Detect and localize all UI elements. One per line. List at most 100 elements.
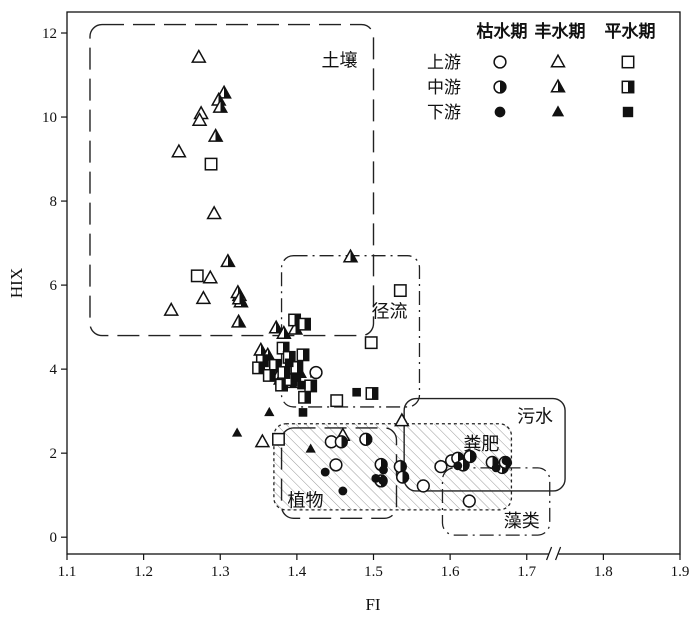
legend-marker-triangle — [551, 105, 565, 117]
region-label: 植物 — [288, 490, 324, 510]
data-point-circle — [378, 476, 388, 485]
data-point-square — [365, 387, 379, 400]
y-tick-label: 4 — [50, 362, 58, 378]
legend-marker-circle — [494, 106, 506, 118]
axis-break-mark — [546, 546, 553, 561]
legend-column-header: 平水期 — [605, 21, 656, 41]
legend-row-label: 上游 — [427, 53, 461, 72]
data-point-square — [296, 348, 310, 362]
region-label: 粪肥 — [463, 434, 499, 454]
data-point-square — [262, 368, 276, 382]
data-point-triangle — [163, 301, 179, 316]
legend-marker-square — [621, 55, 635, 69]
data-point-triangle — [342, 248, 359, 263]
data-point-square — [298, 408, 308, 417]
data-point-circle — [462, 494, 476, 508]
data-point-circle — [395, 470, 410, 484]
y-tick-label: 0 — [50, 530, 58, 546]
data-point-square — [297, 380, 306, 390]
region-label: 污水 — [517, 407, 553, 427]
legend-marker-triangle — [550, 78, 566, 93]
data-point-circle — [434, 459, 448, 474]
data-points — [163, 48, 512, 508]
data-point-triangle — [216, 84, 232, 99]
data-point-circle — [334, 435, 348, 449]
data-point-circle — [463, 449, 477, 464]
data-point-triangle — [212, 98, 229, 113]
legend-row-label: 中游 — [427, 78, 461, 97]
data-point-square — [352, 387, 361, 397]
data-point-triangle — [195, 290, 212, 305]
data-point-circle — [320, 467, 330, 477]
data-point-square — [364, 336, 378, 350]
region-5-boundary — [280, 427, 398, 519]
y-tick-label: 6 — [50, 278, 58, 294]
region-3-boundary — [403, 397, 566, 492]
data-point-triangle — [305, 443, 316, 453]
axis-break-mark — [555, 546, 562, 561]
data-point-triangle — [230, 313, 247, 328]
data-point-triangle — [202, 269, 219, 284]
y-tick-label: 12 — [42, 26, 57, 42]
data-point-circle — [359, 432, 373, 446]
y-tick-label: 10 — [42, 110, 57, 126]
data-point-square — [393, 284, 407, 298]
data-point-triangle — [394, 412, 410, 427]
data-point-triangle — [220, 253, 236, 268]
legend-marker-square — [621, 80, 635, 94]
data-point-square — [298, 390, 311, 404]
x-tick-label: 1.6 — [441, 564, 460, 580]
data-point-square — [204, 157, 218, 171]
data-point-circle — [501, 456, 511, 466]
data-point-square — [298, 317, 311, 331]
x-tick-label: 1.8 — [594, 564, 613, 580]
x-tick-label: 1.3 — [211, 564, 230, 580]
y-tick-label: 8 — [50, 194, 58, 210]
data-point-triangle — [268, 319, 284, 334]
x-tick-label: 1.7 — [517, 564, 536, 580]
region-label: 径流 — [371, 302, 407, 322]
legend-marker-square — [622, 106, 634, 118]
data-point-circle — [338, 486, 348, 496]
region-1-boundary — [89, 23, 375, 337]
legend-marker-triangle — [550, 53, 566, 68]
data-point-triangle — [191, 48, 207, 63]
data-point-triangle — [171, 143, 187, 158]
x-tick-label: 1.9 — [671, 564, 690, 580]
region-label: 土壤 — [322, 51, 358, 71]
x-tick-label: 1.4 — [288, 564, 307, 580]
data-point-triangle — [207, 127, 224, 142]
data-point-circle — [416, 479, 430, 493]
data-point-circle — [453, 461, 463, 471]
legend-row-label: 下游 — [427, 103, 461, 122]
data-point-square — [330, 394, 344, 408]
data-point-triangle — [264, 406, 275, 417]
data-point-circle — [329, 458, 343, 472]
region-6-boundary — [441, 467, 551, 536]
x-tick-label: 1.2 — [134, 564, 153, 580]
data-point-square — [252, 361, 266, 375]
data-point-triangle — [191, 112, 208, 126]
axes: 1.1 1.2 1.3 1.4 1.5 1.6 1.7 1.8 1.9 0 2 4 6 8 10 12 — [42, 26, 689, 580]
y-axis-title: HIX — [7, 268, 26, 298]
data-point-square — [290, 361, 304, 374]
data-point-triangle — [231, 290, 248, 305]
region-label: 藻类 — [504, 511, 540, 531]
data-point-square — [292, 373, 302, 382]
data-point-square — [284, 358, 294, 368]
data-point-circle — [491, 463, 501, 473]
legend-marker-circle — [493, 80, 507, 94]
data-point-square — [277, 366, 291, 379]
x-axis-title: FI — [365, 595, 380, 614]
data-point-circle — [309, 365, 323, 380]
legend-column-header: 枯水期 — [477, 21, 528, 41]
data-point-circle — [379, 465, 388, 475]
x-tick-label: 1.5 — [364, 564, 383, 580]
y-tick-label: 2 — [50, 446, 58, 462]
data-point-triangle — [231, 427, 243, 437]
data-point-triangle — [276, 325, 292, 339]
x-tick-label: 1.1 — [58, 564, 77, 580]
data-point-square — [272, 432, 285, 446]
